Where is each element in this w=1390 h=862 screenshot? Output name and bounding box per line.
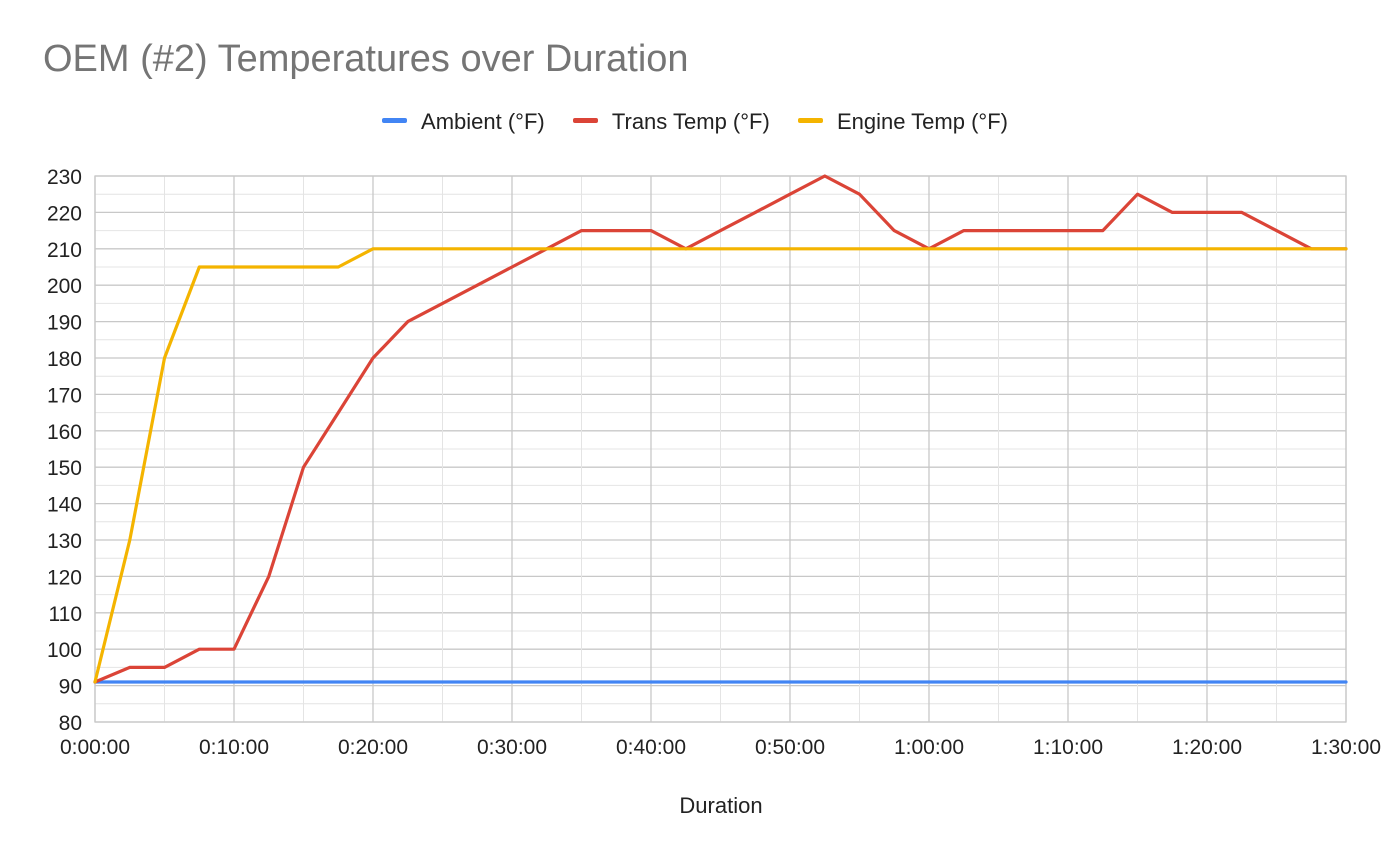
legend: Ambient (°F) Trans Temp (°F) Engine Temp… <box>0 108 1390 135</box>
legend-label-engine-temp: Engine Temp (°F) <box>836 109 1008 135</box>
series-line-engine-temp <box>93 247 1348 684</box>
y-tick-label: 90 <box>59 676 82 699</box>
chart-title: OEM (#2) Temperatures over Duration <box>43 38 689 80</box>
y-tick-label: 130 <box>47 530 82 553</box>
y-tick-label: 110 <box>49 603 82 626</box>
y-tick-label: 210 <box>47 239 82 262</box>
plot-area-border <box>94 175 1347 723</box>
legend-label-ambient: Ambient (°F) <box>421 109 545 135</box>
legend-swatch-engine-temp <box>797 117 823 123</box>
x-tick-label: 0:30:00 <box>477 736 547 759</box>
x-tick-label: 0:40:00 <box>616 736 686 759</box>
y-tick-label: 200 <box>47 275 82 298</box>
x-tick-label: 0:20:00 <box>338 736 408 759</box>
y-tick-label: 180 <box>47 348 82 371</box>
legend-item-trans-temp[interactable]: Trans Temp (°F) <box>572 108 770 135</box>
x-tick-label: 0:50:00 <box>755 736 825 759</box>
y-tick-label: 80 <box>59 712 82 735</box>
y-tick-label: 140 <box>47 494 82 517</box>
legend-item-engine-temp[interactable]: Engine Temp (°F) <box>797 108 1008 135</box>
x-tick-label: 1:10:00 <box>1033 736 1103 759</box>
x-axis-title: Duration <box>679 793 763 818</box>
legend-label-trans-temp: Trans Temp (°F) <box>611 109 770 135</box>
legend-swatch-trans-temp <box>572 117 598 123</box>
y-tick-label: 160 <box>47 421 82 444</box>
y-tick-label: 150 <box>47 457 82 480</box>
x-tick-label: 0:10:00 <box>199 736 269 759</box>
y-tick-label: 190 <box>47 312 82 335</box>
y-tick-label: 220 <box>47 202 82 225</box>
x-tick-label: 1:30:00 <box>1311 736 1381 759</box>
legend-item-ambient[interactable]: Ambient (°F) <box>382 108 545 135</box>
y-tick-label: 230 <box>47 166 82 189</box>
x-tick-label: 1:00:00 <box>894 736 964 759</box>
y-tick-label: 170 <box>47 384 82 407</box>
series-line-trans-temp <box>93 174 1348 684</box>
legend-swatch-ambient <box>382 117 408 123</box>
x-tick-label: 0:00:00 <box>60 736 130 759</box>
y-tick-label: 120 <box>47 566 82 589</box>
x-tick-label: 1:20:00 <box>1172 736 1242 759</box>
y-tick-label: 100 <box>47 639 82 662</box>
